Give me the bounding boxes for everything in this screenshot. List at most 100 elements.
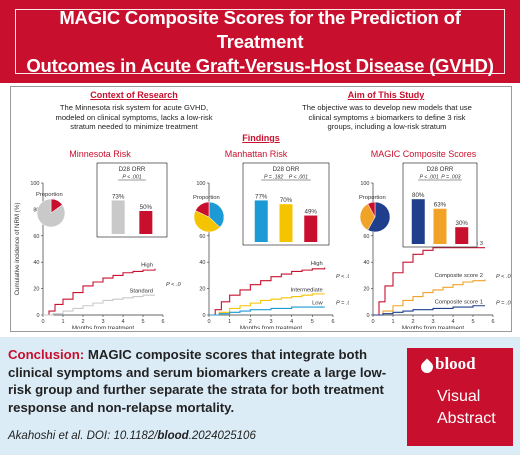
y-tick-label: 40 bbox=[363, 260, 369, 266]
pie-slice-0 bbox=[208, 201, 225, 228]
series-line-0 bbox=[43, 268, 156, 316]
conclusion-body: MAGIC composite scores that integrate bo… bbox=[8, 347, 387, 415]
series-line-1 bbox=[43, 294, 155, 316]
pie-slice-2 bbox=[367, 201, 376, 218]
x-axis-title: Months from treatment bbox=[240, 325, 303, 329]
pie-label: Proportion bbox=[193, 195, 220, 201]
orr-box bbox=[96, 162, 168, 238]
y-tick-label: 0 bbox=[366, 313, 369, 319]
series-label: Low bbox=[312, 301, 323, 307]
orr-bar-0 bbox=[254, 200, 268, 242]
findings-box: Context of Research The Minnesota risk s… bbox=[10, 86, 512, 332]
curve-pvalue: P < .001 bbox=[336, 274, 349, 280]
context-line-2: modeled on clinical symptoms, lacks a lo… bbox=[55, 112, 213, 122]
y-tick-label: 60 bbox=[33, 234, 39, 240]
pie-label: Proportion bbox=[359, 195, 386, 201]
curve-pvalue: P < .001 bbox=[166, 282, 181, 288]
orr-bar-label: 80% bbox=[412, 192, 425, 199]
chart-minnesota: Cumulative incidence of NRM (%)020406080… bbox=[14, 162, 181, 329]
orr-title: D28 ORR bbox=[119, 166, 146, 173]
series-line-2 bbox=[209, 306, 325, 316]
x-tick-label: 1 bbox=[61, 319, 64, 325]
findings-heading: Findings bbox=[242, 133, 280, 143]
orr-bar-label: 63% bbox=[434, 202, 447, 209]
series-label: Intermediate bbox=[290, 287, 322, 293]
context-text: The Minnesota risk system for acute GVHD… bbox=[21, 103, 247, 132]
header-frame: MAGIC Composite Scores for the Predictio… bbox=[15, 7, 505, 76]
citation-suffix: .2024025106 bbox=[188, 430, 256, 442]
x-tick-label: 6 bbox=[331, 319, 334, 325]
panel-title-minnesota: Minnesota Risk bbox=[69, 149, 131, 159]
pie-slice-1 bbox=[36, 198, 66, 228]
orr-bar-label: 50% bbox=[140, 204, 153, 211]
x-tick-label: 0 bbox=[41, 319, 44, 325]
orr-bar-2 bbox=[455, 227, 469, 244]
x-axis-title: Months from treatment bbox=[72, 325, 135, 329]
series-label: Composite score 1 bbox=[435, 299, 483, 305]
series-label: Standard bbox=[129, 289, 153, 295]
orr-bar-label: 30% bbox=[456, 220, 469, 227]
x-tick-label: 3 bbox=[431, 319, 434, 325]
y-tick-label: 40 bbox=[33, 260, 39, 266]
y-tick-label: 100 bbox=[360, 181, 369, 187]
context-heading: Context of Research bbox=[90, 90, 178, 100]
curve-pvalue: P = .005 bbox=[496, 300, 511, 306]
context-line-3: stratum needed to minimize treatment bbox=[70, 122, 198, 131]
orr-title: D28 ORR bbox=[427, 166, 454, 173]
y-axis-title: Cumulative incidence of NRM (%) bbox=[14, 203, 21, 296]
x-tick-label: 0 bbox=[207, 319, 210, 325]
x-tick-label: 1 bbox=[228, 319, 231, 325]
conclusion-label: Conclusion: bbox=[8, 347, 85, 362]
x-tick-label: 0 bbox=[371, 319, 374, 325]
blood-drop-icon bbox=[418, 358, 436, 376]
pie-label: Proportion bbox=[36, 192, 63, 198]
x-tick-label: 1 bbox=[391, 319, 394, 325]
aim-line-3: groups, including a low-risk stratum bbox=[327, 122, 447, 131]
citation-prefix: Akahoshi et al. DOI: 10.1182/ bbox=[8, 430, 158, 442]
title-line-1: MAGIC Composite Scores for the Predictio… bbox=[59, 6, 461, 52]
context-line-1: The Minnesota risk system for acute GVHD… bbox=[59, 103, 209, 112]
y-tick-label: 100 bbox=[196, 181, 205, 187]
header-banner: MAGIC Composite Scores for the Predictio… bbox=[0, 0, 520, 83]
x-tick-label: 6 bbox=[491, 319, 494, 325]
aim-heading: Aim of This Study bbox=[347, 90, 425, 100]
x-tick-label: 5 bbox=[141, 319, 144, 325]
x-tick-label: 2 bbox=[411, 319, 414, 325]
orr-bar-label: 70% bbox=[280, 197, 293, 204]
orr-title: D28 ORR bbox=[273, 166, 300, 173]
y-tick-label: 100 bbox=[30, 181, 39, 187]
x-tick-label: 3 bbox=[101, 319, 104, 325]
y-tick-label: 0 bbox=[36, 313, 39, 319]
series-line-0 bbox=[209, 267, 326, 316]
orr-bar-label: 77% bbox=[255, 193, 268, 200]
orr-bar-1 bbox=[279, 204, 293, 242]
page-title: MAGIC Composite Scores for the Predictio… bbox=[16, 6, 504, 78]
pie-slice-0 bbox=[367, 201, 391, 233]
citation-journal: blood bbox=[157, 430, 189, 442]
x-tick-label: 2 bbox=[81, 319, 84, 325]
pie-slice-2 bbox=[195, 201, 210, 218]
panel-title-manhattan: Manhattan Risk bbox=[224, 149, 288, 159]
y-tick-label: 20 bbox=[199, 287, 205, 293]
panel-title-magic: MAGIC Composite Scores bbox=[370, 149, 477, 159]
orr-bar-0 bbox=[111, 200, 125, 234]
logo-visual: Visual bbox=[437, 388, 481, 405]
y-tick-label: 20 bbox=[33, 287, 39, 293]
series-label: Composite score 2 bbox=[435, 273, 483, 279]
orr-bar-label: 73% bbox=[112, 193, 125, 200]
orr-pvalue: P = .003 bbox=[441, 175, 460, 181]
blood-visual-abstract-logo: blood Visual Abstract bbox=[407, 348, 513, 446]
curve-pvalue: P < .001 bbox=[496, 274, 511, 280]
series-label: High bbox=[311, 261, 323, 267]
orr-bar-1 bbox=[139, 211, 153, 234]
title-line-2: Outcomes in Acute Graft-Versus-Host Dise… bbox=[26, 54, 494, 76]
orr-pvalue: P = .182 bbox=[264, 175, 283, 181]
aim-line-2: clinical symptoms ± biomarkers to define… bbox=[308, 112, 466, 122]
aim-text: The objective was to develop new models … bbox=[273, 103, 501, 132]
y-tick-label: 20 bbox=[363, 287, 369, 293]
orr-pvalue: P < .001 bbox=[289, 175, 308, 181]
y-tick-label: 80 bbox=[33, 207, 39, 213]
